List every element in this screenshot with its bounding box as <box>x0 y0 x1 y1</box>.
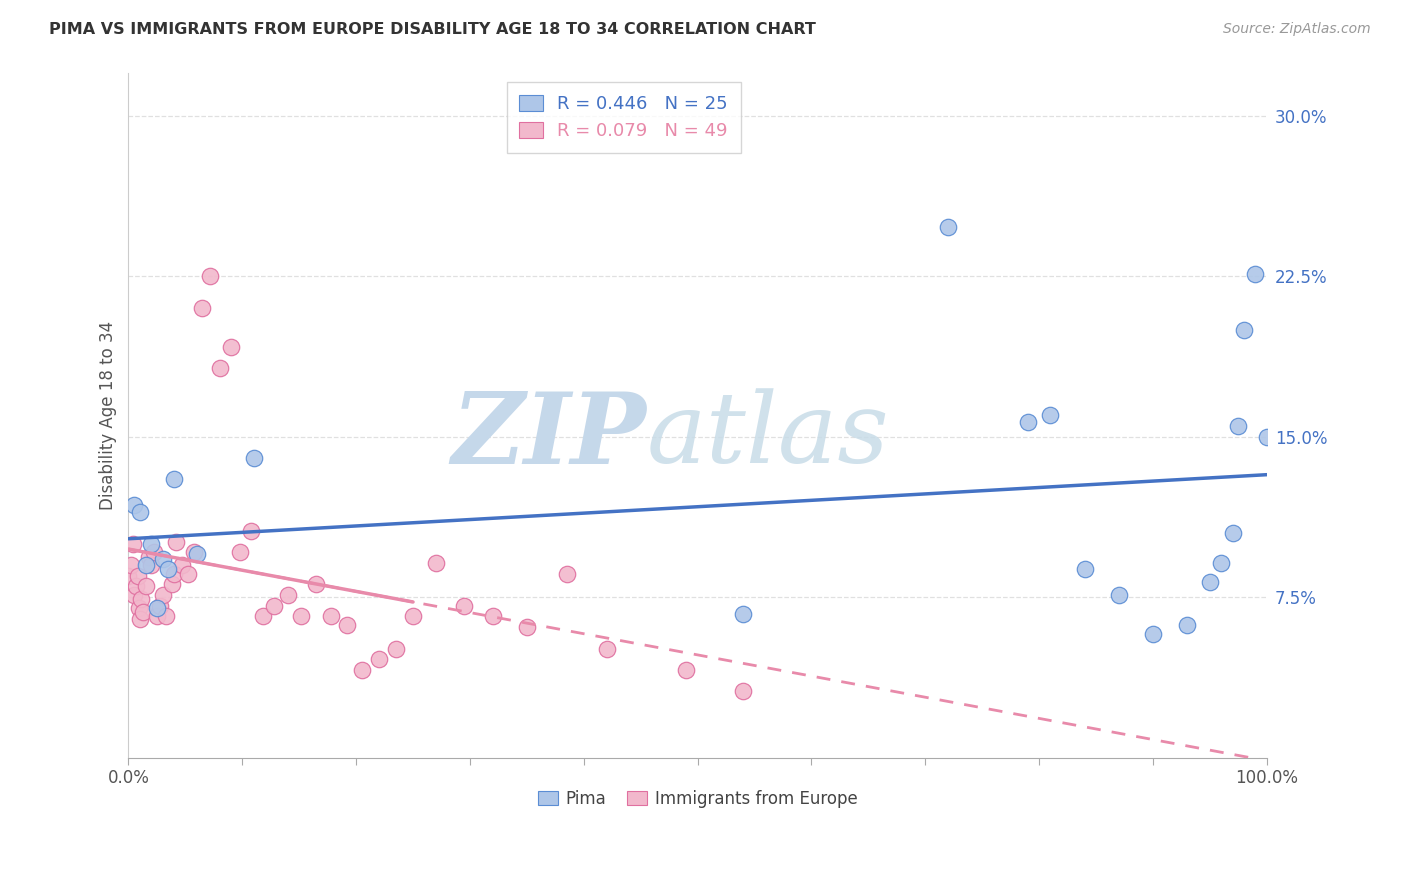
Point <box>290 609 312 624</box>
Point <box>516 620 538 634</box>
Point <box>425 556 447 570</box>
Point <box>229 545 252 559</box>
Point <box>127 568 149 582</box>
Point <box>240 524 263 538</box>
Point <box>350 663 373 677</box>
Point <box>1017 415 1039 429</box>
Point <box>219 340 242 354</box>
Legend: Pima, Immigrants from Europe: Pima, Immigrants from Europe <box>531 783 865 814</box>
Y-axis label: Disability Age 18 to 34: Disability Age 18 to 34 <box>100 321 117 510</box>
Point <box>146 609 169 624</box>
Point <box>1227 419 1250 434</box>
Point <box>1198 575 1220 590</box>
Point <box>555 566 578 581</box>
Point <box>122 588 145 602</box>
Point <box>263 599 285 613</box>
Point <box>128 611 150 625</box>
Point <box>1175 618 1198 632</box>
Point <box>165 534 187 549</box>
Point <box>1073 562 1095 576</box>
Point <box>1244 267 1267 281</box>
Point <box>117 568 139 582</box>
Point <box>733 684 755 698</box>
Point <box>186 548 208 562</box>
Point <box>132 605 155 619</box>
Point <box>1211 556 1233 570</box>
Point <box>1142 626 1164 640</box>
Point <box>481 609 503 624</box>
Point <box>453 599 475 613</box>
Point <box>319 609 342 624</box>
Point <box>385 641 408 656</box>
Point <box>242 451 264 466</box>
Point <box>170 558 193 572</box>
Point <box>367 652 389 666</box>
Point <box>157 562 180 576</box>
Point <box>122 498 145 512</box>
Point <box>128 600 150 615</box>
Point <box>191 301 214 316</box>
Text: PIMA VS IMMIGRANTS FROM EUROPE DISABILITY AGE 18 TO 34 CORRELATION CHART: PIMA VS IMMIGRANTS FROM EUROPE DISABILIT… <box>49 22 815 37</box>
Point <box>146 600 169 615</box>
Point <box>160 577 183 591</box>
Point <box>128 505 150 519</box>
Text: Source: ZipAtlas.com: Source: ZipAtlas.com <box>1223 22 1371 37</box>
Point <box>183 545 205 559</box>
Point <box>163 473 186 487</box>
Point <box>277 588 299 602</box>
Point <box>155 609 177 624</box>
Point <box>138 549 160 564</box>
Point <box>120 558 142 572</box>
Point <box>1039 409 1062 423</box>
Point <box>402 609 425 624</box>
Point <box>142 545 165 559</box>
Text: atlas: atlas <box>647 388 889 483</box>
Point <box>163 566 186 581</box>
Point <box>305 577 328 591</box>
Point <box>1233 323 1256 337</box>
Point <box>1222 526 1244 541</box>
Point <box>149 599 172 613</box>
Point <box>1108 588 1130 602</box>
Point <box>176 566 198 581</box>
Point <box>135 579 157 593</box>
Point <box>208 361 231 376</box>
Point <box>936 220 959 235</box>
Point <box>252 609 274 624</box>
Point <box>135 558 157 572</box>
Point <box>141 537 163 551</box>
Text: ZIP: ZIP <box>451 388 647 484</box>
Point <box>152 588 174 602</box>
Point <box>675 663 697 677</box>
Point <box>595 641 617 656</box>
Point <box>733 607 755 622</box>
Point <box>125 579 148 593</box>
Point <box>152 551 174 566</box>
Point <box>122 537 145 551</box>
Point <box>200 269 222 284</box>
Point <box>141 558 163 572</box>
Point <box>1256 430 1278 444</box>
Point <box>336 618 359 632</box>
Point <box>129 592 152 607</box>
